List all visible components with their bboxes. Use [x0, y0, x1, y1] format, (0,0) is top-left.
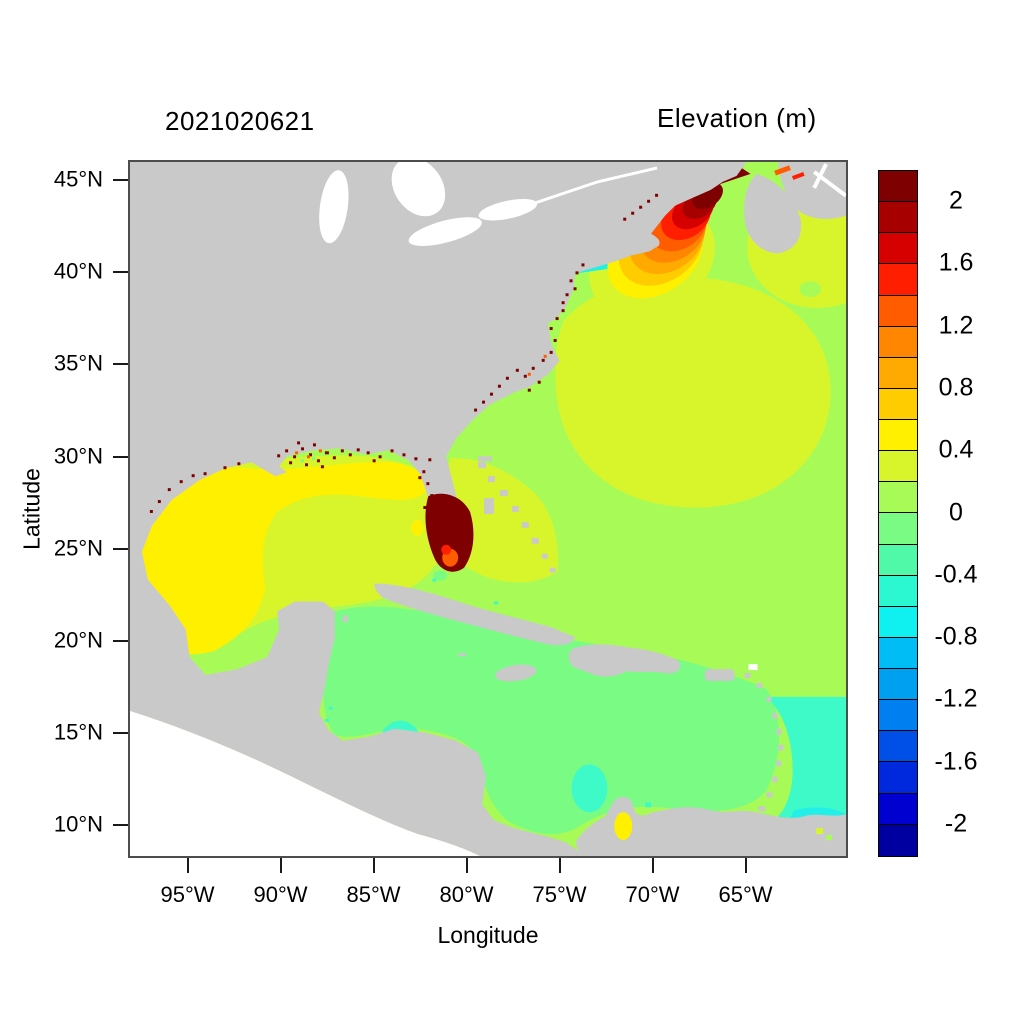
- x-tick-mark: [186, 858, 189, 873]
- colorbar-segment: [879, 513, 917, 545]
- gulf-of-mexico-fill: [132, 455, 445, 655]
- colorbar-tick-label: -1.2: [934, 684, 978, 713]
- y-tick-label: 20°N: [53, 627, 103, 653]
- colorbar-segment: [879, 264, 917, 296]
- x-tick-label: 65°W: [718, 882, 773, 907]
- colorbar-segment: [879, 762, 917, 794]
- land-cozumel: [342, 615, 348, 623]
- colorbar-segment: [879, 388, 917, 420]
- y-tick-mark: [113, 271, 128, 274]
- y-tick-label: 30°N: [53, 443, 103, 469]
- y-tick-label: 10°N: [53, 811, 103, 837]
- lake-michigan: [319, 170, 349, 244]
- colorbar-segment: [879, 295, 917, 327]
- colorbar-segment: [879, 233, 917, 265]
- colorbar-segment: [879, 451, 917, 483]
- x-tick-mark: [465, 858, 468, 873]
- colorbar-tick-label: -1.6: [934, 747, 978, 776]
- y-tick-mark: [113, 639, 128, 642]
- x-tick-label: 90°W: [253, 882, 308, 907]
- florida-surge-patch: [411, 493, 474, 582]
- x-tick-mark: [372, 858, 375, 873]
- land-lesser-antilles: [744, 673, 784, 812]
- y-axis-title: Latitude: [18, 468, 45, 550]
- colorbar-tick-label: -0.4: [934, 560, 978, 589]
- colorbar: [878, 170, 918, 857]
- y-tick-mark: [113, 363, 128, 366]
- land-nova-scotia: [744, 173, 802, 254]
- pacific-no-data: [130, 710, 481, 856]
- land-puerto-rico: [704, 669, 735, 682]
- y-tick-mark: [113, 179, 128, 182]
- lakes-and-rivers: [319, 162, 846, 520]
- x-axis-title: Longitude: [437, 922, 539, 948]
- y-tick-label: 25°N: [53, 535, 103, 561]
- x-tick-mark: [558, 858, 561, 873]
- colorbar-segment: [879, 700, 917, 732]
- colorbar-segment: [879, 482, 917, 514]
- x-tick-mark: [279, 858, 282, 873]
- y-tick-mark: [113, 455, 128, 458]
- land-south-america: [575, 796, 846, 856]
- x-tick-label: 80°W: [439, 882, 494, 907]
- x-tick-label: 85°W: [346, 882, 401, 907]
- land-hispaniola: [568, 644, 681, 677]
- y-tick-mark: [113, 823, 128, 826]
- map-plot-area: [128, 160, 848, 858]
- colorbar-segment: [879, 357, 917, 389]
- x-tick-label: 70°W: [625, 882, 680, 907]
- y-tick-mark: [113, 731, 128, 734]
- colorbar-segment: [879, 731, 917, 763]
- colorbar-segment: [879, 824, 917, 856]
- y-tick-mark: [113, 547, 128, 550]
- fundy-head-streaks: [774, 165, 805, 180]
- x-tick-mark: [744, 858, 747, 873]
- colorbar-tick-label: 2: [949, 186, 963, 215]
- colorbar-segment: [879, 606, 917, 638]
- x-tick-label: 75°W: [532, 882, 587, 907]
- elevation-map: [130, 162, 846, 856]
- variable-title: Elevation (m): [657, 103, 817, 133]
- land-jamaica: [495, 664, 537, 682]
- land-cuba: [374, 583, 576, 646]
- colorbar-tick-label: -0.8: [934, 622, 978, 651]
- colorbar-segment: [879, 793, 917, 825]
- colorbar-tick-label: -2: [944, 809, 968, 838]
- colorbar-segment: [879, 669, 917, 701]
- y-tick-label: 15°N: [53, 719, 103, 745]
- x-tick-mark: [651, 858, 654, 873]
- colorbar-segment: [879, 202, 917, 234]
- x-tick-label: 95°W: [160, 882, 215, 907]
- y-tick-label: 45°N: [53, 166, 103, 192]
- lake-ontario: [478, 198, 538, 221]
- colorbar-segment: [879, 420, 917, 452]
- venezuela-details: [614, 802, 833, 841]
- colorbar-segment: [879, 544, 917, 576]
- land-cayman: [458, 653, 467, 657]
- colorbar-tick-label: 0.8: [938, 373, 974, 402]
- colorbar-tick-label: 0: [949, 498, 963, 527]
- colorbar-segment: [879, 326, 917, 358]
- colorbar-tick-label: 1.6: [938, 248, 974, 277]
- lake-huron: [391, 162, 446, 217]
- st-lawrence-river: [532, 166, 658, 206]
- timestamp-title: 2021020621: [165, 106, 315, 136]
- gulf-st-lawrence-streak: [812, 163, 846, 198]
- coastal-surge-speckles: [149, 193, 659, 722]
- y-tick-label: 40°N: [53, 258, 103, 284]
- colorbar-tick-label: 0.4: [938, 435, 974, 464]
- colorbar-tick-label: 1.2: [938, 311, 974, 340]
- colorbar-segment: [879, 637, 917, 669]
- missing-data-dot: [748, 664, 758, 671]
- lake-erie: [408, 217, 482, 246]
- y-tick-label: 35°N: [53, 350, 103, 376]
- colorbar-segment: [879, 575, 917, 607]
- land-bahamas: [478, 456, 556, 573]
- colorbar-segment: [879, 171, 917, 203]
